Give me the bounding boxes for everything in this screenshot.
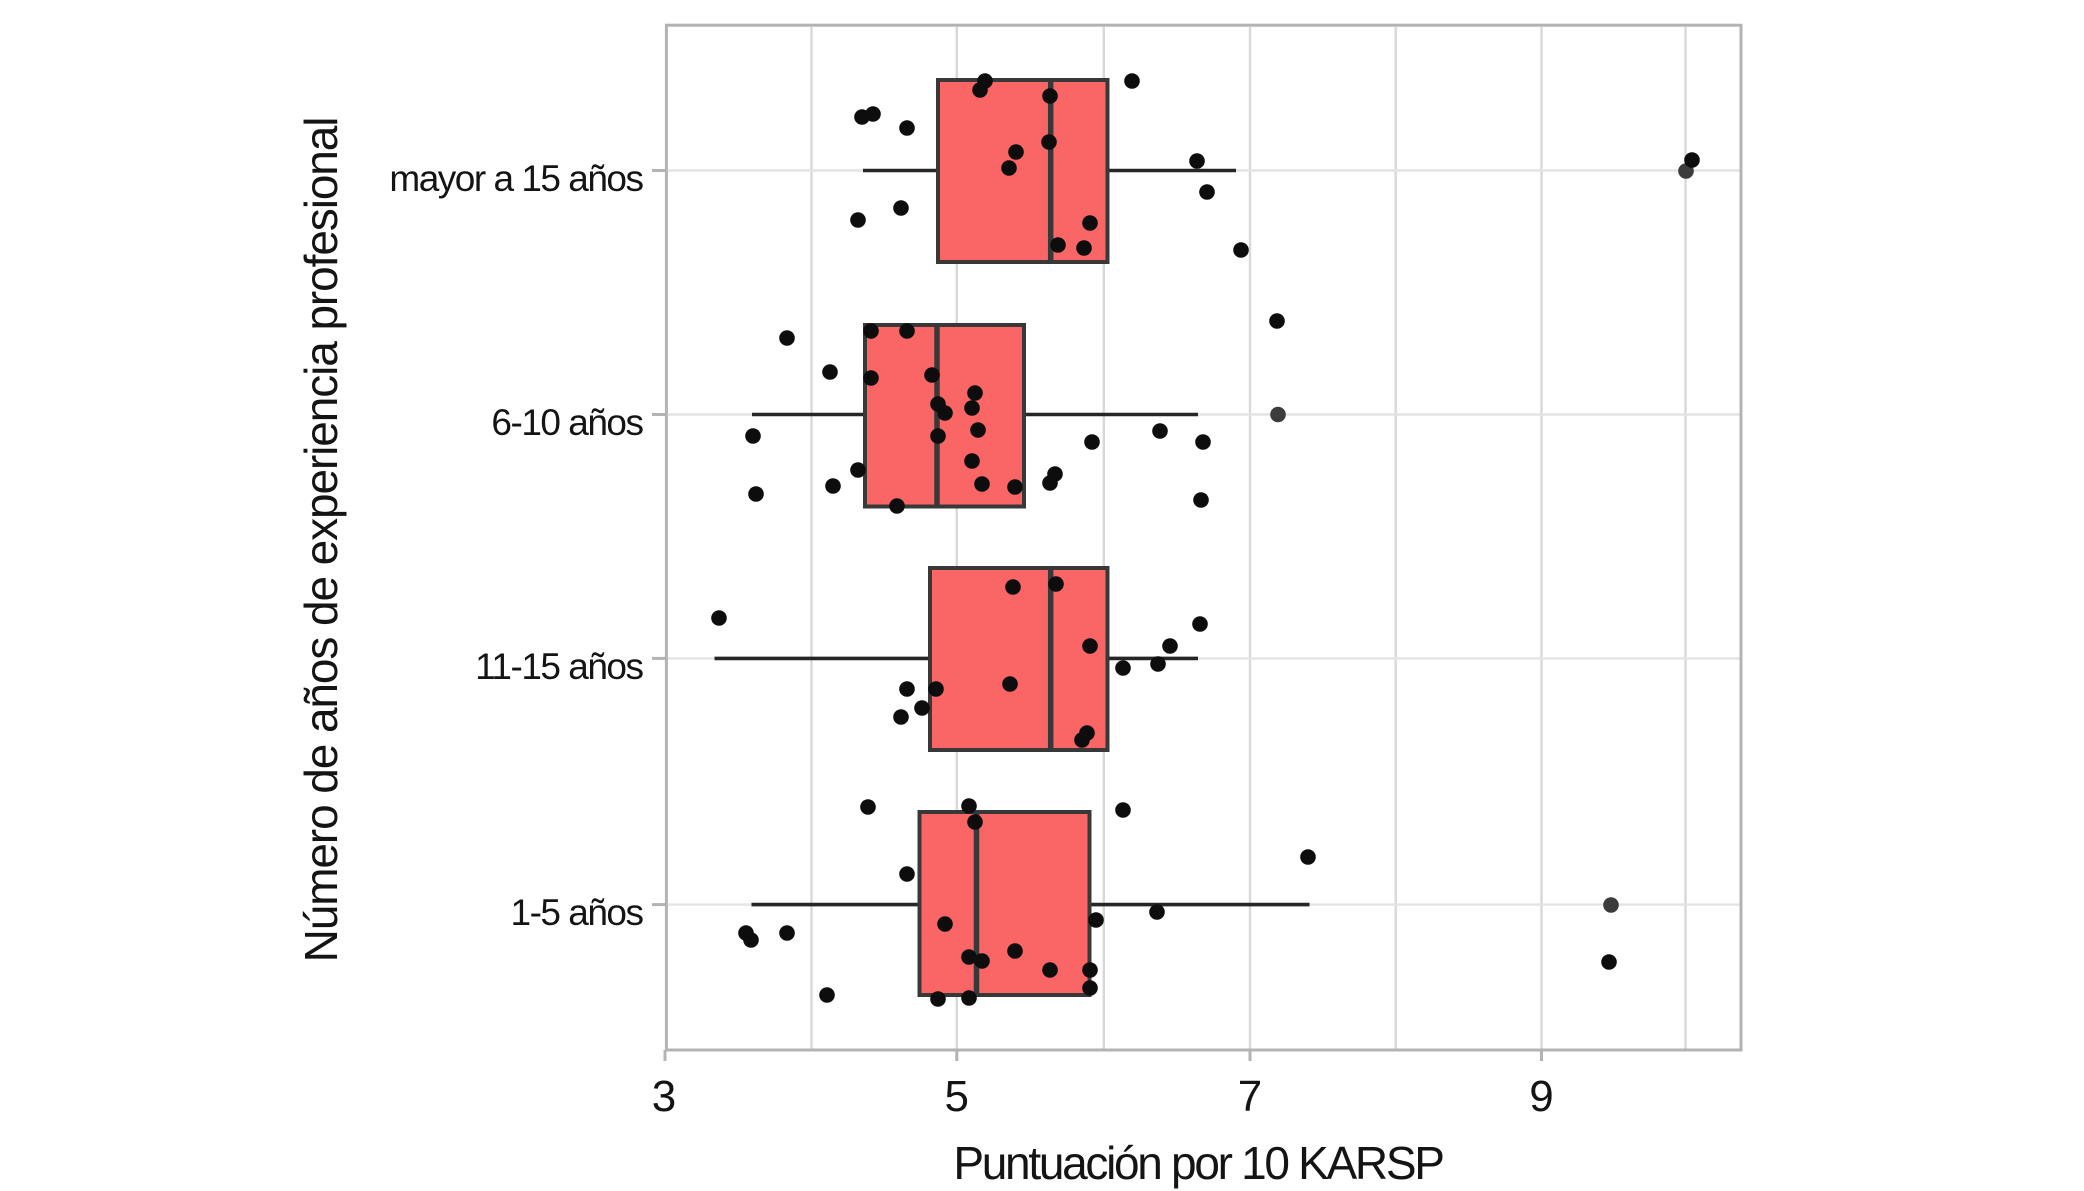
svg-text:Número de años de experiencia: Número de años de experiencia profesiona… xyxy=(295,118,347,963)
svg-text:mayor a 15 años: mayor a 15 años xyxy=(389,158,643,199)
svg-text:11-15 años: 11-15 años xyxy=(475,646,643,687)
svg-text:Puntuación por 10 KARSP: Puntuación por 10 KARSP xyxy=(953,1137,1443,1189)
svg-text:6-10 años: 6-10 años xyxy=(491,402,643,443)
svg-text:1-5 años: 1-5 años xyxy=(511,892,644,933)
svg-text:7: 7 xyxy=(1238,1072,1262,1121)
svg-text:3: 3 xyxy=(652,1072,676,1121)
svg-text:9: 9 xyxy=(1529,1072,1553,1121)
svg-text:5: 5 xyxy=(945,1072,969,1121)
